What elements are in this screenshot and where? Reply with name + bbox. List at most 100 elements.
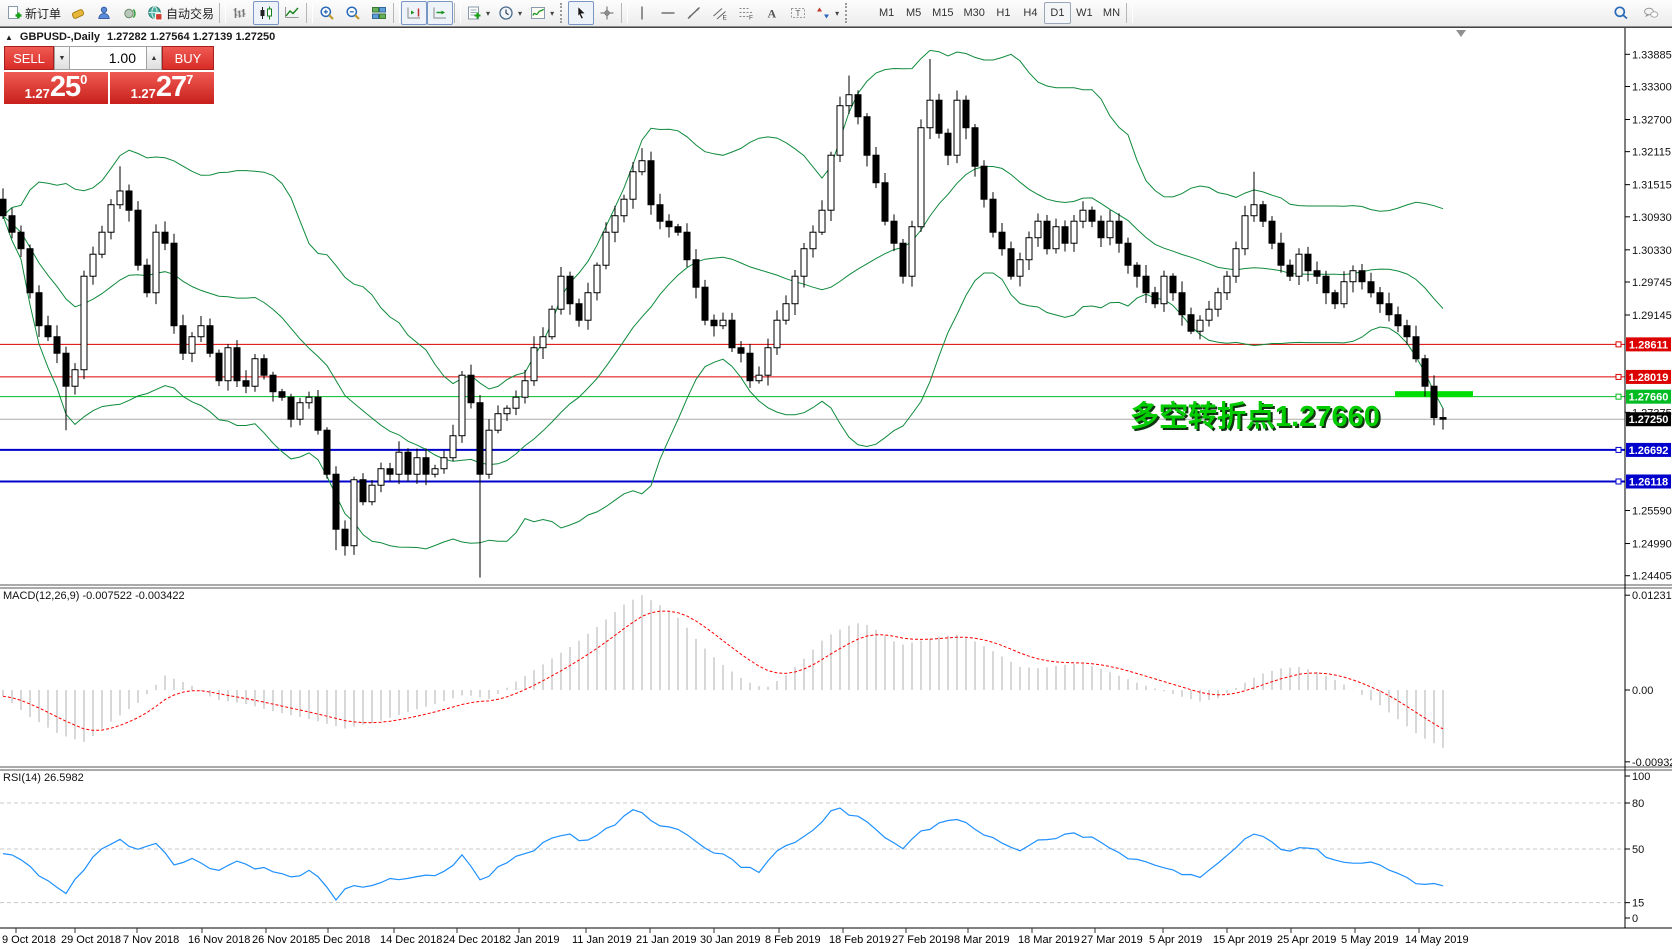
- toolbar-button-profile[interactable]: [91, 1, 117, 25]
- collapse-icon[interactable]: ▲: [5, 32, 13, 42]
- macd-axis: 0.012312 0.00 -0.009328: [1625, 590, 1672, 769]
- svg-text:21 Jan 2019: 21 Jan 2019: [636, 934, 697, 946]
- toolbar-button-crosshair[interactable]: [594, 1, 620, 25]
- timeframe-mn[interactable]: MN: [1102, 7, 1121, 19]
- svg-text:1.26692: 1.26692: [1629, 445, 1669, 457]
- chevron-down-icon[interactable]: ▾: [550, 8, 555, 18]
- volume-up-button[interactable]: ▲: [146, 46, 162, 70]
- search-icon: [1614, 6, 1628, 20]
- indicators-icon: [531, 7, 546, 19]
- svg-text:1.33885: 1.33885: [1632, 49, 1672, 61]
- toolbar-button-fibo[interactable]: F: [733, 1, 759, 25]
- sell-button[interactable]: SELL: [4, 46, 54, 70]
- timeframe-m30[interactable]: M30: [963, 7, 985, 19]
- svg-text:100: 100: [1632, 771, 1650, 783]
- new-chart-icon: [468, 6, 481, 20]
- ohlc-values: 1.27282 1.27564 1.27139 1.27250: [107, 31, 276, 43]
- buy-button[interactable]: BUY: [162, 46, 214, 70]
- toolbar-button-new-order[interactable]: 新订单: [2, 1, 65, 25]
- svg-text:1.24405: 1.24405: [1632, 571, 1672, 583]
- toolbar-button-channel[interactable]: E: [707, 1, 733, 25]
- toolbar-button-zoom-out[interactable]: [340, 1, 366, 25]
- toolbar-button-vline[interactable]: [629, 1, 655, 25]
- chevron-down-icon[interactable]: ▾: [835, 8, 840, 18]
- price-badge: [1626, 369, 1671, 384]
- toolbar-button-clock[interactable]: ▾: [494, 1, 526, 25]
- svg-text:16 Nov 2018: 16 Nov 2018: [188, 934, 250, 946]
- toolbar-button-new-chart[interactable]: ▾: [462, 1, 494, 25]
- toolbar-button-linechart[interactable]: [279, 1, 305, 25]
- buy-price-display[interactable]: 1.27 27 7: [110, 72, 214, 104]
- toolbar-button-signal[interactable]: [117, 1, 143, 25]
- svg-text:1.32700: 1.32700: [1632, 114, 1672, 126]
- rsi-line: [2, 807, 1444, 901]
- svg-text:14 Dec 2018: 14 Dec 2018: [380, 934, 442, 946]
- sell-price-big: 25: [49, 71, 81, 103]
- toolbar-button-text-a[interactable]: A: [759, 1, 785, 25]
- annotation-text[interactable]: 多空转折点1.27660: [1130, 399, 1380, 433]
- svg-text:8 Feb 2019: 8 Feb 2019: [765, 934, 821, 946]
- price-axis[interactable]: 1.33885 1.33300 1.32700 1.32115 1.31515 1.309…: [1615, 49, 1672, 583]
- chevron-down-icon[interactable]: ▾: [518, 8, 523, 18]
- toolbar-button-arrows[interactable]: ▾: [811, 1, 843, 25]
- autotrade-icon: [148, 6, 163, 21]
- toolbar-separator: [454, 3, 462, 23]
- svg-text:5 Dec 2018: 5 Dec 2018: [314, 934, 370, 946]
- toolbar-button-trendline[interactable]: [681, 1, 707, 25]
- svg-text:0: 0: [1632, 913, 1638, 925]
- svg-text:1.28019: 1.28019: [1629, 372, 1669, 384]
- timeframe-m5[interactable]: M5: [905, 7, 922, 19]
- hline-icon: [661, 12, 675, 14]
- toolbar-drag-handle[interactable]: [845, 3, 851, 23]
- macd-signal-line: [2, 610, 1444, 731]
- text-label-icon: T: [791, 8, 806, 18]
- toolbar-button-shift-right[interactable]: [427, 1, 454, 25]
- shift-right-icon: [433, 7, 447, 19]
- toolbar-button-bars[interactable]: [227, 1, 253, 25]
- toolbar-button-autotrade[interactable]: 自动交易: [143, 1, 218, 25]
- timeframe-h4[interactable]: H4: [1023, 7, 1038, 19]
- toolbar-button-text-label[interactable]: T: [785, 1, 811, 25]
- volume-input[interactable]: [70, 46, 146, 70]
- new-order-icon: [8, 6, 22, 19]
- toolbar-button-tiles[interactable]: [366, 1, 392, 25]
- sell-price-display[interactable]: 1.27 25 0: [4, 72, 108, 104]
- toolbar-button-candles[interactable]: [253, 1, 280, 25]
- svg-text:27 Feb 2019: 27 Feb 2019: [892, 934, 954, 946]
- timeframe-m1[interactable]: M1: [878, 7, 895, 19]
- svg-text:2 Jan 2019: 2 Jan 2019: [505, 934, 559, 946]
- chevron-down-icon[interactable]: ▾: [486, 8, 491, 18]
- svg-text:9 Oct 2018: 9 Oct 2018: [2, 934, 56, 946]
- text-a-icon: A: [768, 7, 777, 21]
- svg-text:1.24990: 1.24990: [1632, 539, 1672, 551]
- crosshair-icon: [600, 6, 614, 20]
- annotation-shadow: 多空转折点1.27660: [1132, 401, 1382, 435]
- search-button[interactable]: [1608, 1, 1634, 25]
- toolbar-button-cursor[interactable]: [568, 1, 595, 25]
- toolbar-drag-handle[interactable]: [560, 3, 566, 23]
- svg-text:18 Feb 2019: 18 Feb 2019: [829, 934, 891, 946]
- date-axis[interactable]: 9 Oct 2018 29 Oct 2018 7 Nov 2018 16 Nov 20…: [2, 928, 1469, 946]
- styler-icon: [71, 9, 85, 19]
- timeframe-h1[interactable]: H1: [996, 7, 1011, 19]
- chart-shift: [1456, 30, 1466, 37]
- toolbar-button-indicators[interactable]: ▾: [526, 1, 558, 25]
- zoom-in-icon: [320, 6, 334, 20]
- volume-down-button[interactable]: ▼: [54, 46, 70, 70]
- chart-shift-marker[interactable]: [1456, 30, 1466, 37]
- svg-text:14 May 2019: 14 May 2019: [1405, 934, 1469, 946]
- toolbar-button-hline[interactable]: [655, 1, 681, 25]
- macd-indicator-label: MACD(12,26,9) -0.007522 -0.003422: [3, 590, 185, 602]
- chat-icon: [1644, 7, 1659, 18]
- timeframe-d1[interactable]: D1: [1043, 2, 1071, 24]
- timeframe-w1[interactable]: W1: [1076, 7, 1093, 19]
- toolbar-button-zoom-in[interactable]: [314, 1, 340, 25]
- toolbar-button-shift-end[interactable]: [401, 1, 428, 25]
- timeframe-m15[interactable]: M15: [932, 7, 954, 19]
- chat-button[interactable]: [1638, 1, 1664, 25]
- toolbar-separator: [306, 3, 314, 23]
- toolbar-separator: [393, 3, 401, 23]
- toolbar-button-styler[interactable]: [65, 1, 91, 25]
